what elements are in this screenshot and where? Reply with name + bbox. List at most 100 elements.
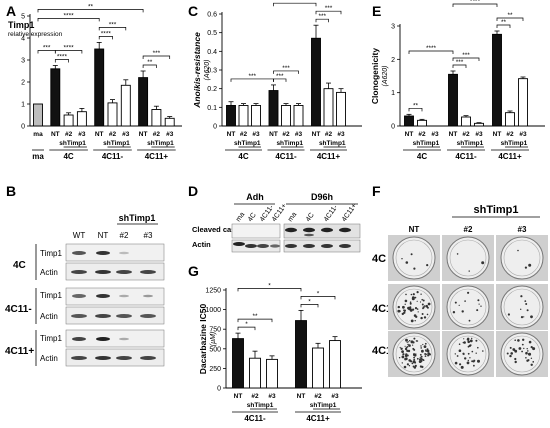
colony-dot (520, 316, 524, 319)
significance-bracket (98, 36, 113, 40)
colony-dot (419, 353, 422, 356)
colony-dot (402, 305, 405, 309)
colony-dot (477, 359, 480, 363)
colony-dot (413, 348, 416, 351)
group-label: 4C (238, 152, 248, 161)
colony-dot (410, 253, 413, 256)
plate-well (500, 236, 544, 280)
colony-dot (514, 349, 518, 353)
colony-dot (525, 303, 528, 305)
panel-letter-b: B (6, 183, 16, 199)
group-sublabel: shTimp1 (413, 140, 440, 147)
significance-bracket (237, 318, 273, 323)
colony-dot (404, 347, 408, 351)
colony-dot (409, 302, 412, 305)
x-tick-label: NT (493, 131, 502, 138)
significance-bracket (98, 27, 127, 31)
colony-dot (425, 304, 429, 308)
group-sublabel: shTimp1 (501, 140, 528, 147)
colony-dot (419, 301, 422, 303)
blot-b-band (72, 337, 86, 341)
blot-d-band (339, 244, 351, 248)
y-tick-label: 2 (391, 57, 395, 64)
colony-dot (468, 319, 471, 322)
panel-letter-e: E (372, 3, 381, 19)
colony-dot (475, 339, 478, 342)
significance-bracket (37, 9, 144, 13)
colony-dot (401, 350, 404, 353)
significance-label: ** (252, 313, 258, 320)
colony-dot (399, 346, 401, 349)
significance-bracket (496, 24, 511, 28)
colony-dot (518, 347, 522, 350)
colony-dot (509, 354, 512, 358)
colony-dot (424, 355, 427, 357)
group-label: 4C11+ (306, 414, 330, 423)
x-tick-label: #3 (475, 131, 483, 138)
significance-label: *** (43, 45, 51, 52)
colony-dot (530, 346, 533, 349)
significance-label: **** (57, 54, 68, 61)
x-tick-label: NT (405, 131, 414, 138)
x-tick-label: NT (269, 131, 278, 138)
blot-d-band-label-caspase: Cleaved caspase-3 (192, 225, 259, 234)
y-tick-label: 3 (21, 58, 25, 65)
significance-label: **** (470, 0, 481, 5)
blot-b-band (71, 270, 87, 274)
colony-dot (522, 338, 525, 341)
bar (76, 111, 87, 127)
colony-dot (528, 263, 532, 267)
colony-dot (409, 340, 411, 342)
colony-dot (412, 360, 416, 364)
colony-dot (421, 298, 424, 301)
significance-label: * (245, 321, 248, 328)
colony-dot (414, 320, 416, 322)
colony-dot (468, 270, 470, 272)
significance-label: ** (507, 12, 513, 19)
colony-dot (413, 314, 417, 317)
x-tick-label: #2 (314, 393, 322, 400)
colony-dot (467, 337, 470, 340)
colony-dot (426, 349, 430, 353)
blot-d-band (245, 244, 257, 248)
significance-label: *** (248, 73, 256, 80)
colony-dot (405, 293, 407, 296)
y-axis-label: Clonogenicity (370, 48, 380, 104)
significance-label: *** (282, 65, 290, 72)
colony-dot (427, 354, 430, 357)
colony-dot (407, 341, 409, 343)
bar (226, 105, 236, 127)
colony-dot (406, 349, 409, 352)
x-tick-label: NT (312, 131, 321, 138)
colony-dot (425, 349, 427, 351)
y-tick-label: 3 (391, 24, 395, 31)
colony-dot (464, 357, 467, 360)
blot-b-membrane-4c11minus-actin (65, 306, 165, 325)
colony-dot (406, 346, 409, 348)
bar (329, 340, 341, 389)
colony-dot (405, 261, 409, 264)
significance-label: *** (325, 5, 333, 12)
colony-dot (413, 356, 415, 359)
group-label: 4C11+ (317, 152, 341, 161)
colony-dot (405, 338, 408, 342)
significance-bracket (142, 64, 157, 68)
plate-well (500, 285, 544, 329)
colony-dot (520, 295, 523, 298)
blot-d-band-label-actin: Actin (192, 240, 211, 249)
x-tick-label: #2 (65, 131, 73, 138)
plate-rim (449, 288, 487, 326)
x-tick-label: #2 (506, 131, 514, 138)
colony-dot (420, 345, 422, 347)
bar (249, 357, 261, 389)
colony-dot (458, 343, 461, 346)
colony-dot (423, 316, 427, 319)
colony-dot (454, 361, 458, 365)
x-tick-label: #2 (418, 131, 426, 138)
colony-dot (414, 364, 417, 367)
colony-dot (411, 362, 414, 365)
bar (232, 338, 244, 389)
blot-b-membrane-4c11minus-timp1 (65, 287, 165, 306)
panel-letter-c: C (188, 3, 198, 19)
x-tick-label: NT (297, 393, 306, 400)
